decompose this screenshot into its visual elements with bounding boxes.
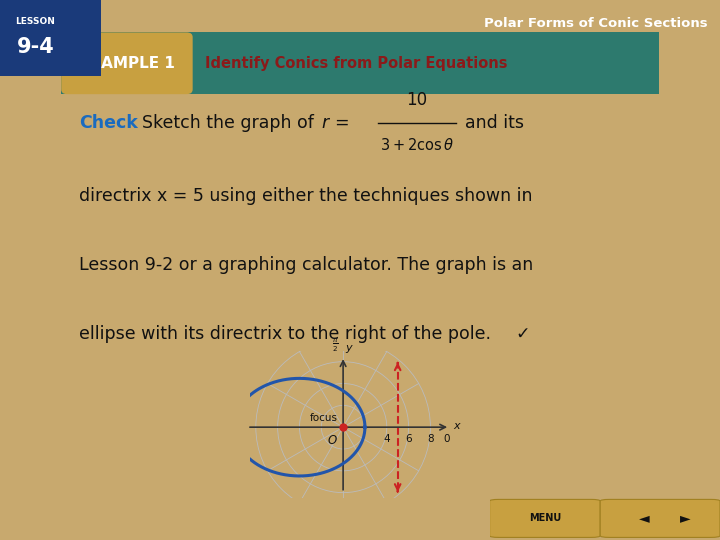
FancyBboxPatch shape (0, 0, 101, 76)
Text: $\frac{\pi}{2}$: $\frac{\pi}{2}$ (332, 337, 339, 354)
Text: ellipse with its directrix to the right of the pole.: ellipse with its directrix to the right … (79, 325, 491, 343)
Text: Check: Check (79, 114, 138, 132)
Text: $3 + 2\cos\theta$: $3 + 2\cos\theta$ (379, 138, 454, 153)
Text: 10: 10 (406, 91, 428, 109)
FancyBboxPatch shape (61, 32, 193, 94)
Text: $O$: $O$ (327, 434, 338, 447)
Text: MENU: MENU (528, 514, 561, 523)
Text: 4: 4 (384, 434, 390, 444)
Text: 8: 8 (427, 434, 433, 444)
Text: focus: focus (310, 413, 338, 423)
Text: 0: 0 (444, 434, 450, 444)
Text: Sketch the graph of: Sketch the graph of (142, 114, 314, 132)
Text: $r\, =$: $r\, =$ (321, 114, 349, 132)
Text: Identify Conics from Polar Equations: Identify Conics from Polar Equations (204, 56, 507, 71)
Text: ◄: ◄ (639, 511, 649, 525)
Text: ►: ► (680, 511, 690, 525)
Text: $y$: $y$ (345, 343, 354, 355)
Text: Lesson 9-2 or a graphing calculator. The graph is an: Lesson 9-2 or a graphing calculator. The… (79, 256, 534, 274)
Text: 9-4: 9-4 (17, 37, 54, 57)
FancyBboxPatch shape (490, 500, 600, 537)
Text: 6: 6 (405, 434, 412, 444)
FancyBboxPatch shape (61, 32, 659, 94)
Text: LESSON: LESSON (15, 17, 55, 26)
Text: directrix x = 5 using either the techniques shown in: directrix x = 5 using either the techniq… (79, 187, 533, 205)
Text: ✓: ✓ (516, 325, 530, 343)
Text: and its: and its (464, 114, 523, 132)
Text: EXAMPLE 1: EXAMPLE 1 (79, 56, 175, 71)
FancyBboxPatch shape (600, 500, 720, 537)
Text: Polar Forms of Conic Sections: Polar Forms of Conic Sections (485, 17, 708, 30)
Text: $x$: $x$ (454, 421, 462, 431)
